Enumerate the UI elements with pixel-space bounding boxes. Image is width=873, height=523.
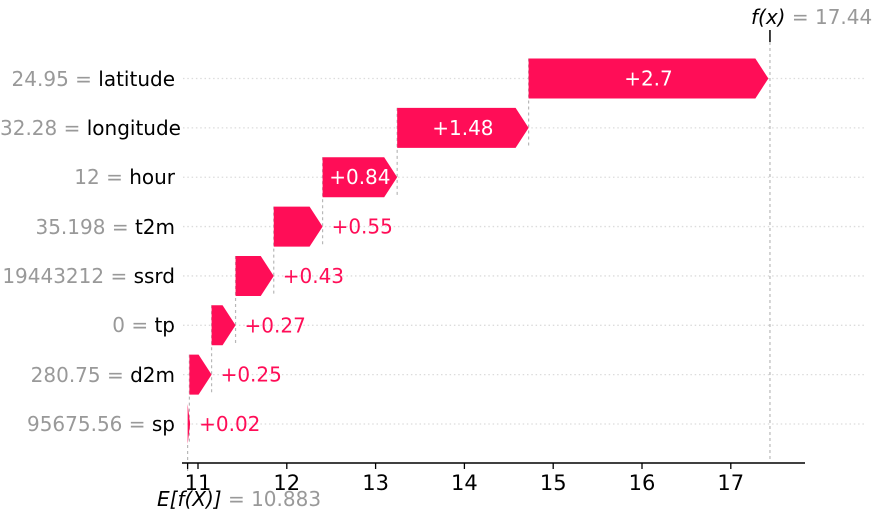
feature-value: 24.95 =	[11, 66, 99, 91]
base-value-label: E[f(X)] = 10.883	[157, 487, 321, 511]
feature-name: latitude	[98, 66, 175, 91]
row-label-longitude: 32.28 = longitude	[0, 115, 181, 140]
fx-symbol: f(x)	[751, 5, 786, 29]
output-value-label: f(x) = 17.441	[751, 5, 873, 29]
row-label-ssrd: 19443212 = ssrd	[0, 264, 175, 288]
feature-name: sp	[151, 412, 175, 437]
row-label-tp: 0 = tp	[0, 313, 175, 337]
shap-bar-hour	[322, 157, 398, 198]
feature-value: 32.28 =	[0, 115, 87, 140]
x-tick-label: 16	[629, 471, 656, 495]
row-label-d2m: 280.75 = d2m	[0, 363, 175, 387]
efx-equals: =	[227, 487, 245, 511]
feature-name: hour	[129, 165, 175, 190]
shap-bar-d2m	[189, 354, 212, 395]
feature-name: longitude	[86, 115, 181, 140]
bar-value-label: +1.48	[432, 116, 493, 140]
bar-value-label: +0.27	[245, 313, 306, 337]
feature-name: ssrd	[133, 263, 175, 288]
x-tick-label: 17	[717, 471, 744, 495]
feature-value: 95675.56 =	[26, 412, 152, 437]
shap-bar-latitude	[528, 58, 769, 99]
shap-bar-ssrd	[235, 255, 274, 296]
bar-value-label: +0.55	[332, 215, 393, 239]
feature-value: 35.198 =	[35, 214, 135, 239]
x-tick-label: 15	[540, 471, 567, 495]
bar-value-label: +2.7	[624, 67, 673, 91]
row-label-latitude: 24.95 = latitude	[0, 67, 175, 91]
x-tick-label: 12	[273, 471, 300, 495]
fx-value: 17.441	[814, 5, 873, 29]
efx-value: 10.883	[251, 487, 322, 511]
row-label-t2m: 35.198 = t2m	[0, 215, 175, 239]
feature-value: 19443212 =	[2, 263, 134, 288]
feature-value: 12 =	[74, 165, 130, 190]
feature-name: d2m	[130, 362, 175, 387]
shap-bar-sp	[187, 404, 191, 445]
row-label-sp: 95675.56 = sp	[0, 412, 175, 436]
row-label-hour: 12 = hour	[0, 165, 175, 189]
x-tick-label: 13	[362, 471, 389, 495]
bar-value-label: +0.43	[283, 264, 344, 288]
shap-bar-tp	[211, 305, 236, 346]
feature-value: 280.75 =	[30, 362, 131, 387]
efx-symbol: E[f(X)]	[157, 487, 222, 511]
bar-value-label: +0.02	[199, 412, 260, 436]
shap-bar-t2m	[273, 206, 323, 247]
fx-equals: =	[791, 5, 809, 29]
bar-value-label: +0.84	[329, 165, 390, 189]
feature-value: 0 =	[112, 313, 155, 338]
x-tick-label: 14	[451, 471, 478, 495]
bar-value-label: +0.25	[221, 363, 282, 387]
feature-name: t2m	[134, 214, 175, 239]
feature-name: tp	[154, 313, 175, 338]
shap-bar-longitude	[397, 107, 529, 148]
x-tick-label: 11	[185, 471, 212, 495]
